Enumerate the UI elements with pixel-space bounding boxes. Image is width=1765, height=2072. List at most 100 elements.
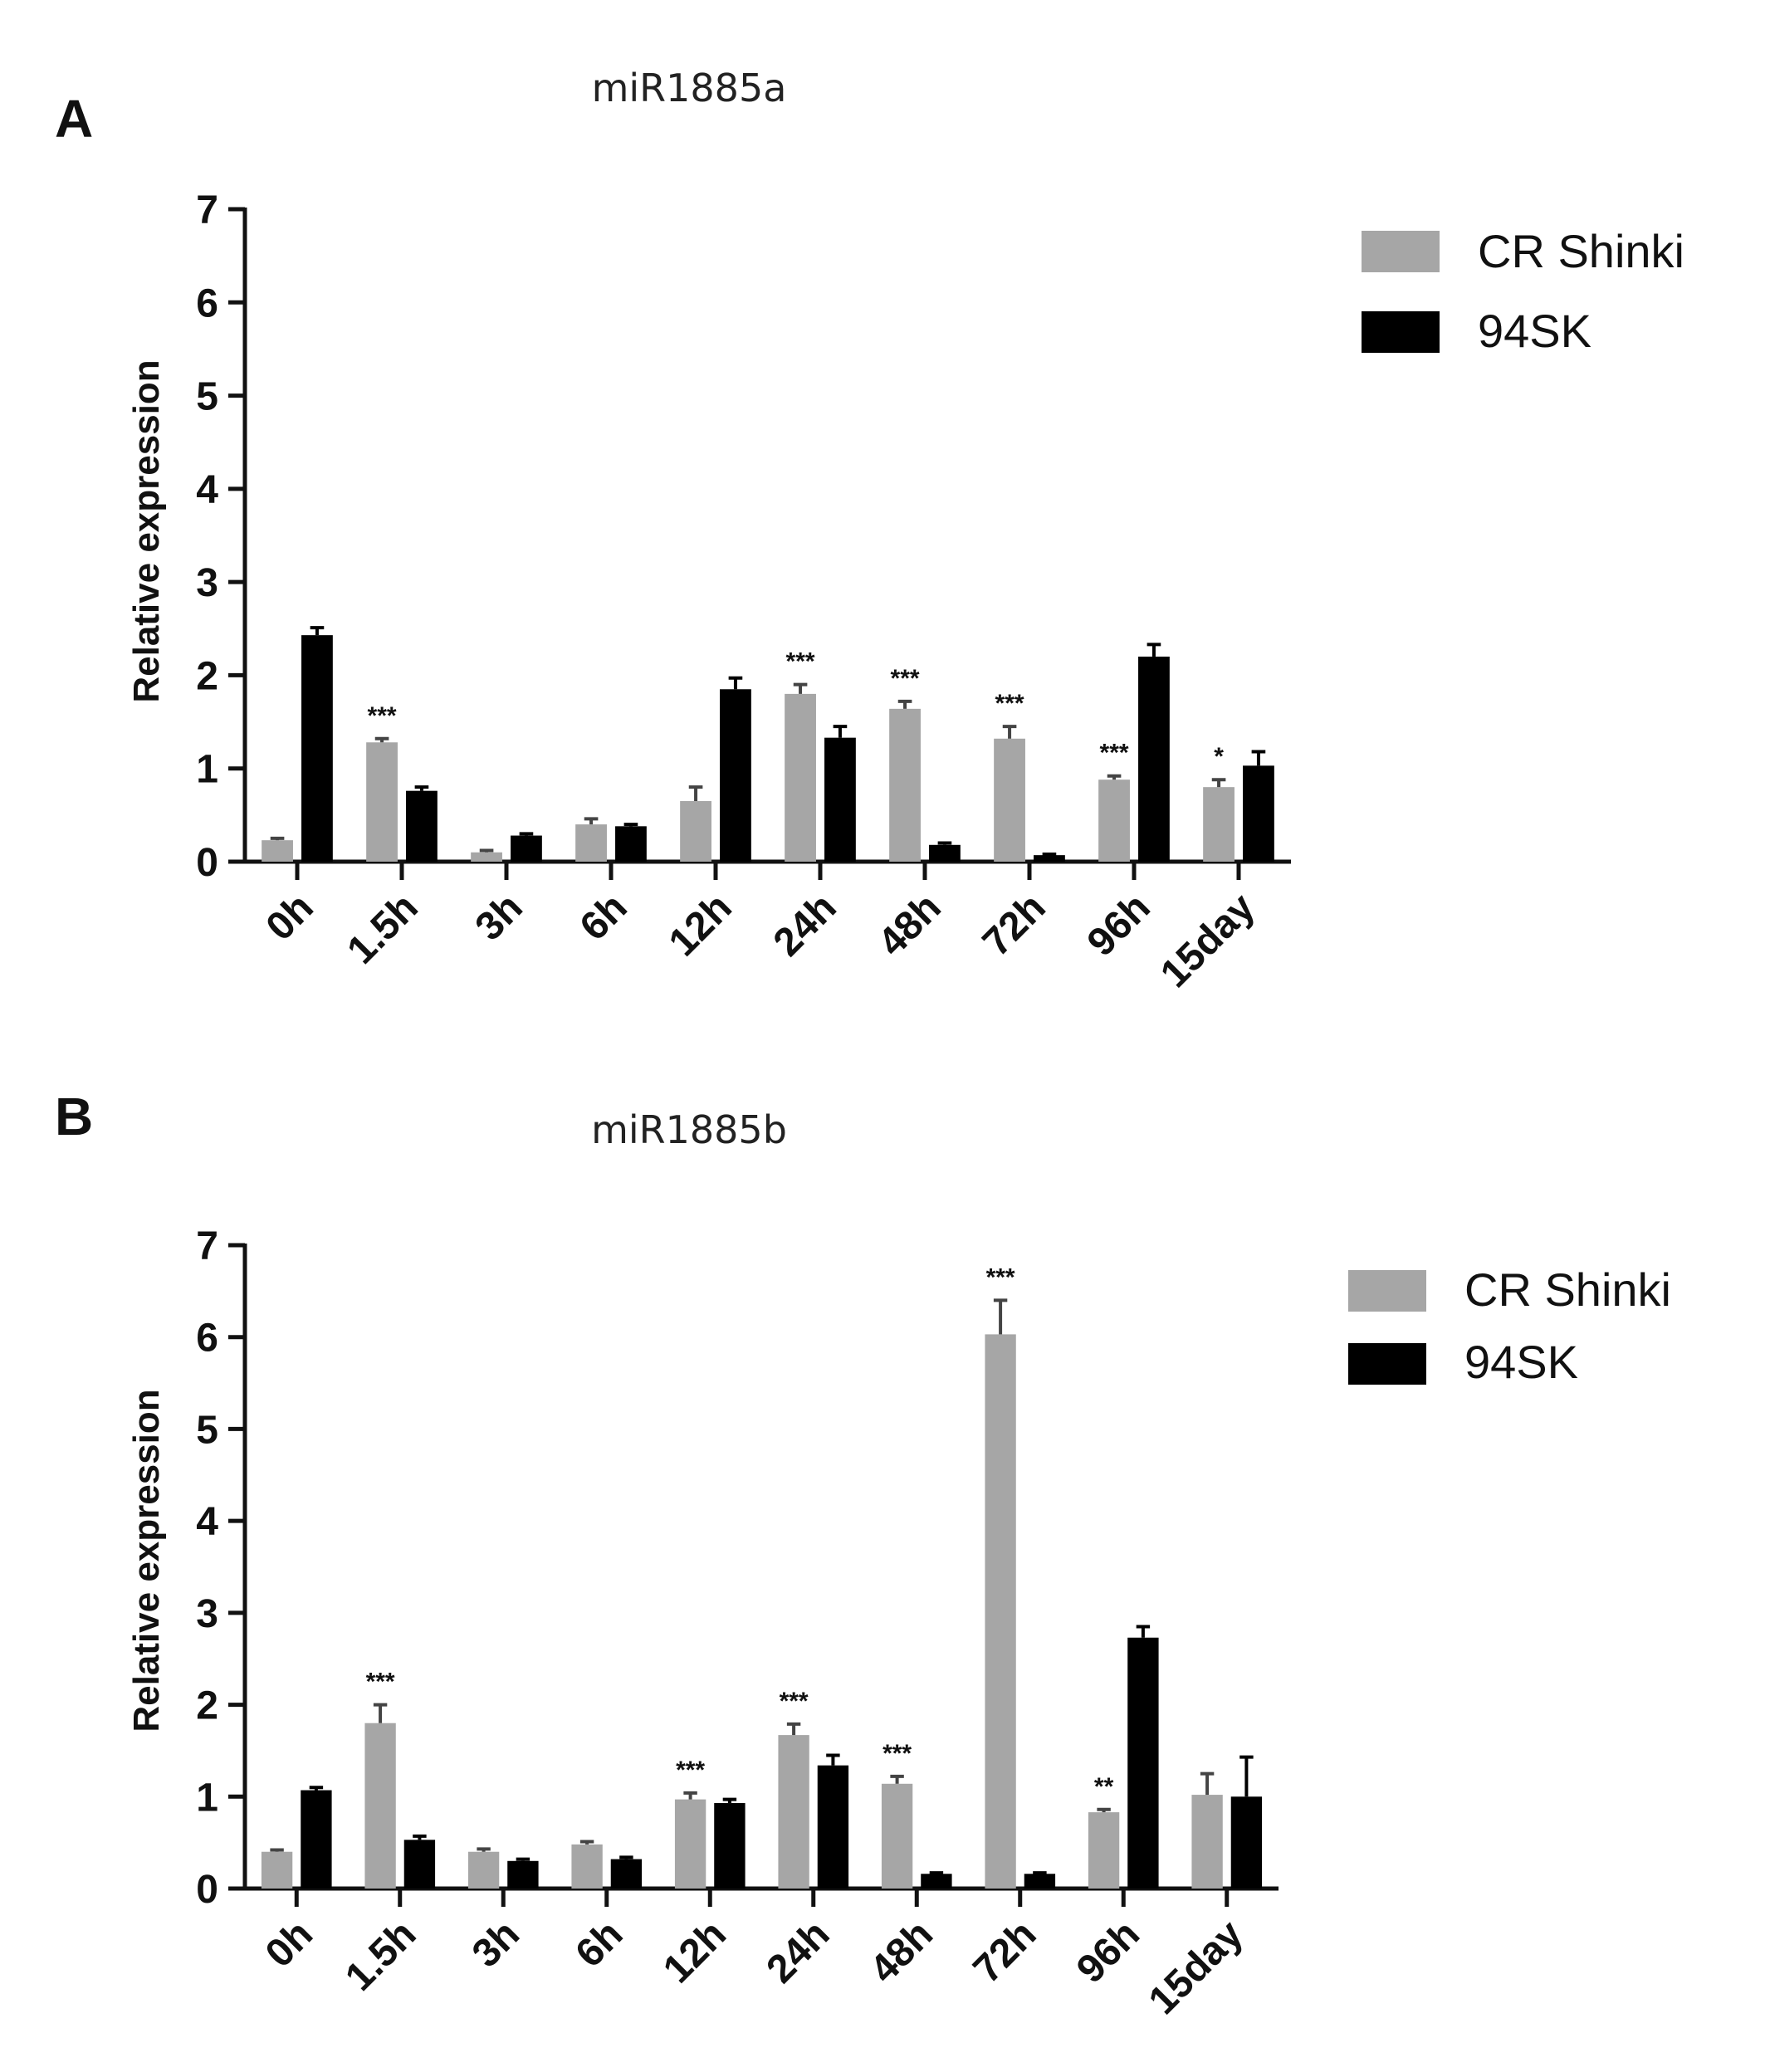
- x-tick-label: 3h: [464, 1912, 528, 1976]
- x-tick-label: 24h: [759, 1912, 838, 1991]
- legend-swatch-cr-shinki: [1362, 231, 1440, 272]
- bar-94sk: [1127, 1637, 1159, 1889]
- y-axis-label: Relative expression: [126, 359, 167, 702]
- legend-label-94sk: 94SK: [1478, 305, 1591, 357]
- bar-cr-shinki: [985, 1334, 1016, 1889]
- bar-94sk: [615, 826, 647, 862]
- bar-cr-shinki: [778, 1735, 809, 1889]
- bar-cr-shinki: [680, 801, 711, 862]
- bar-cr-shinki: [467, 1851, 500, 1889]
- bar-cr-shinki: [1191, 1795, 1223, 1889]
- y-tick-label: 2: [196, 654, 218, 698]
- bar-94sk: [921, 1874, 952, 1889]
- x-tick-label: 15day: [1141, 1912, 1252, 2023]
- significance-label: ***: [891, 665, 920, 692]
- legend-swatch-cr-shinki: [1348, 1270, 1426, 1312]
- x-tick-label: 72h: [966, 1912, 1045, 1991]
- bar-94sk: [817, 1765, 849, 1889]
- panel-b: B miR1885b Relative expression 012345670…: [55, 1087, 1671, 2023]
- bar-cr-shinki: [575, 824, 607, 862]
- bar-94sk: [824, 737, 856, 862]
- y-tick-label: 2: [196, 1684, 218, 1728]
- bar-94sk: [610, 1859, 643, 1889]
- chart-title: miR1885a: [592, 66, 787, 110]
- y-tick-label: 3: [196, 1592, 218, 1636]
- y-tick-label: 0: [196, 1868, 218, 1912]
- significance-label: ***: [676, 1757, 705, 1784]
- panel-letter: A: [55, 89, 93, 149]
- y-tick-label: 3: [196, 561, 218, 605]
- bar-94sk: [507, 1860, 539, 1889]
- panel-letter: B: [55, 1087, 93, 1146]
- x-tick-label: 1.5h: [339, 885, 426, 972]
- significance-label: ***: [986, 1263, 1015, 1291]
- bar-cr-shinki: [364, 1723, 396, 1889]
- x-tick-label: 48h: [862, 1912, 941, 1991]
- significance-label: **: [1094, 1773, 1114, 1801]
- x-tick-label: 96h: [1079, 885, 1159, 965]
- x-tick-label: 15day: [1152, 885, 1264, 996]
- bar-cr-shinki: [785, 693, 816, 862]
- bar-cr-shinki: [261, 1851, 293, 1889]
- bar-cr-shinki: [994, 738, 1025, 862]
- legend: CR Shinki 94SK: [1362, 225, 1684, 357]
- bar-94sk: [511, 835, 542, 862]
- significance-label: ***: [780, 1688, 809, 1715]
- bar-cr-shinki: [366, 742, 398, 862]
- x-tick-label: 0h: [257, 1912, 321, 1976]
- legend-swatch-94sk: [1362, 311, 1440, 353]
- bar-cr-shinki: [571, 1844, 603, 1889]
- x-tick-label: 3h: [467, 885, 531, 949]
- y-tick-label: 0: [196, 841, 218, 885]
- bar-cr-shinki: [471, 852, 502, 862]
- x-tick-label: 0h: [258, 885, 322, 949]
- x-tick-label: 12h: [655, 1912, 735, 1991]
- bar-cr-shinki: [262, 840, 293, 862]
- bar-cr-shinki: [1088, 1812, 1120, 1889]
- bar-94sk: [406, 790, 438, 862]
- bar-94sk: [714, 1803, 746, 1889]
- significance-label: ***: [786, 648, 815, 676]
- significance-label: ***: [995, 690, 1024, 717]
- y-tick-label: 1: [196, 1776, 218, 1820]
- legend-swatch-94sk: [1348, 1343, 1426, 1385]
- bar-94sk: [1034, 855, 1065, 862]
- legend-label-cr-shinki: CR Shinki: [1464, 1263, 1671, 1316]
- bar-94sk: [1024, 1874, 1056, 1889]
- significance-label: ***: [1100, 740, 1129, 767]
- x-tick-label: 24h: [765, 885, 845, 965]
- bar-cr-shinki: [889, 708, 921, 862]
- y-tick-label: 4: [196, 1500, 218, 1544]
- bar-94sk: [929, 844, 961, 862]
- significance-label: ***: [366, 1669, 395, 1696]
- y-tick-label: 5: [196, 375, 218, 419]
- legend-label-cr-shinki: CR Shinki: [1478, 225, 1684, 277]
- x-tick-label: 1.5h: [337, 1912, 424, 1999]
- bar-94sk: [301, 1790, 332, 1889]
- y-tick-label: 4: [196, 468, 218, 512]
- bar-94sk: [1243, 765, 1274, 862]
- plot-area: 0 1 2 3 4 5 6 7 0h 1.5h *** 3h 6h 12h *** 24h *** 48h *** 7…: [196, 1224, 1279, 2023]
- x-tick-label: 6h: [572, 885, 636, 949]
- y-tick-label: 6: [196, 1317, 218, 1361]
- bar-cr-shinki: [1098, 779, 1130, 862]
- bar-94sk: [403, 1840, 436, 1889]
- y-tick-label: 7: [196, 1224, 218, 1268]
- y-tick-label: 6: [196, 281, 218, 325]
- bar-cr-shinki: [674, 1799, 706, 1889]
- bar-cr-shinki: [1203, 787, 1235, 862]
- x-tick-label: 48h: [870, 885, 950, 965]
- y-tick-label: 1: [196, 748, 218, 792]
- bar-94sk: [1138, 656, 1170, 862]
- panel-a: A miR1885a Relative expression 0 1 2 3 4 5 6 7 0…: [55, 66, 1684, 996]
- significance-label: *: [1214, 743, 1224, 770]
- significance-label: ***: [368, 702, 397, 730]
- bar-94sk: [301, 635, 333, 862]
- bar-cr-shinki: [881, 1783, 913, 1889]
- significance-label: ***: [882, 1740, 912, 1767]
- legend-label-94sk: 94SK: [1464, 1336, 1578, 1388]
- y-axis-label: Relative expression: [126, 1389, 167, 1732]
- y-tick-label: 7: [196, 188, 218, 232]
- x-tick-label: 96h: [1068, 1912, 1148, 1991]
